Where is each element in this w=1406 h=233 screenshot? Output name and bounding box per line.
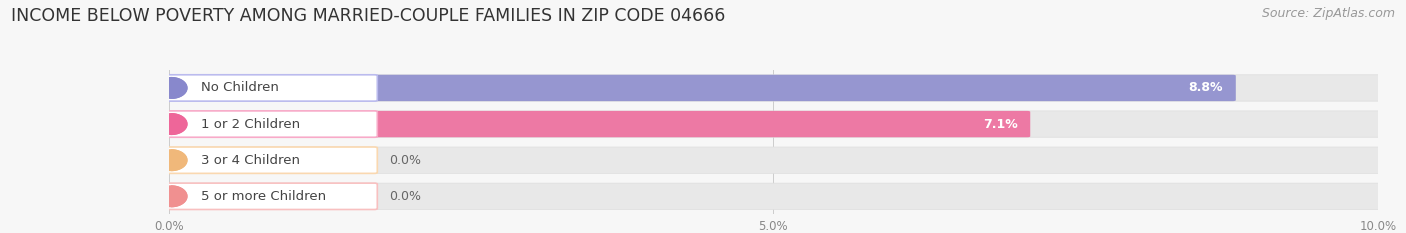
- Text: 5 or more Children: 5 or more Children: [201, 190, 326, 203]
- Polygon shape: [156, 150, 187, 171]
- FancyBboxPatch shape: [166, 111, 377, 137]
- FancyBboxPatch shape: [166, 75, 1236, 101]
- Polygon shape: [156, 186, 187, 207]
- FancyBboxPatch shape: [166, 183, 377, 209]
- Text: 0.0%: 0.0%: [389, 154, 420, 167]
- Polygon shape: [156, 78, 187, 98]
- Text: No Children: No Children: [201, 82, 280, 94]
- Text: Source: ZipAtlas.com: Source: ZipAtlas.com: [1261, 7, 1395, 20]
- FancyBboxPatch shape: [166, 75, 1381, 101]
- FancyBboxPatch shape: [166, 147, 1381, 173]
- Polygon shape: [172, 114, 187, 134]
- Polygon shape: [172, 186, 187, 207]
- FancyBboxPatch shape: [166, 147, 377, 173]
- Text: 3 or 4 Children: 3 or 4 Children: [201, 154, 301, 167]
- FancyBboxPatch shape: [166, 75, 377, 101]
- Text: 7.1%: 7.1%: [983, 118, 1018, 130]
- FancyBboxPatch shape: [166, 111, 1031, 137]
- Polygon shape: [172, 150, 187, 171]
- Text: INCOME BELOW POVERTY AMONG MARRIED-COUPLE FAMILIES IN ZIP CODE 04666: INCOME BELOW POVERTY AMONG MARRIED-COUPL…: [11, 7, 725, 25]
- FancyBboxPatch shape: [166, 183, 1381, 209]
- Text: 0.0%: 0.0%: [389, 190, 420, 203]
- Polygon shape: [172, 78, 187, 98]
- Polygon shape: [156, 114, 187, 134]
- Text: 8.8%: 8.8%: [1188, 82, 1223, 94]
- Text: 1 or 2 Children: 1 or 2 Children: [201, 118, 301, 130]
- FancyBboxPatch shape: [166, 111, 1381, 137]
